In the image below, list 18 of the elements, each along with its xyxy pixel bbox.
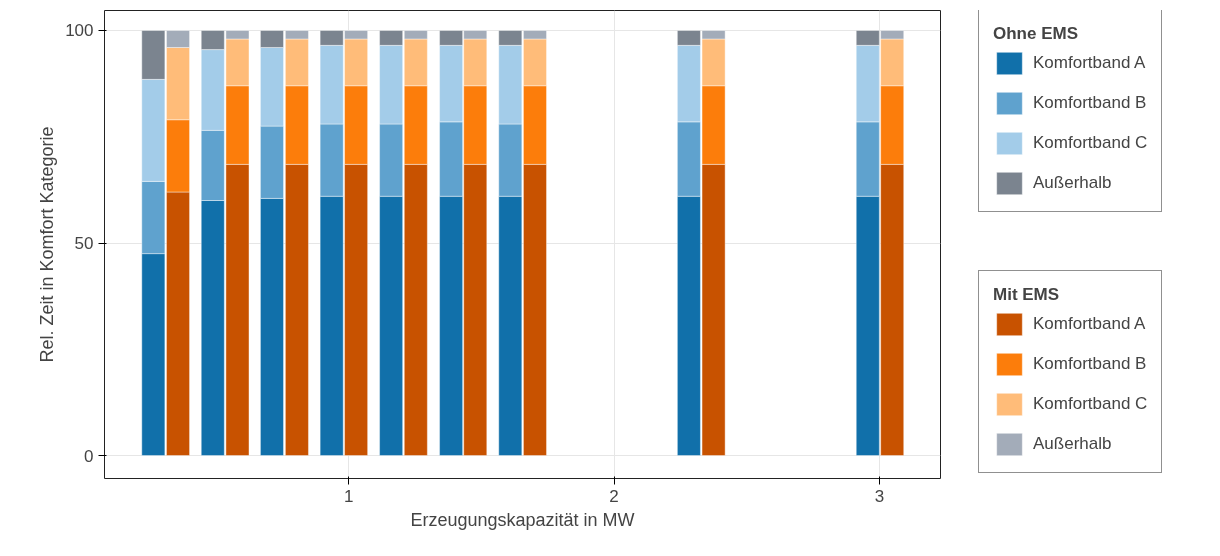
legend-label: Komfortband B <box>1033 354 1147 374</box>
legend-label: Komfortband C <box>1033 394 1148 414</box>
y-tick-label: 50 <box>74 234 94 254</box>
y-axis-title: Rel. Zeit in Komfort Kategorie <box>37 126 58 363</box>
legend-label: Komfortband A <box>1033 53 1146 73</box>
y-tick-label: 0 <box>84 446 94 466</box>
legend-label: Außerhalb <box>1033 434 1112 454</box>
text: Mit EMS <box>993 285 1060 304</box>
x-tick-label: 1 <box>343 486 354 506</box>
x-tick-label: 3 <box>874 486 885 506</box>
legend-label: Komfortband B <box>1033 93 1147 113</box>
y-tick-label: 100 <box>65 21 94 41</box>
legend-label: Außerhalb <box>1033 173 1112 193</box>
legend-label: Komfortband C <box>1033 133 1148 153</box>
legend-label: Komfortband A <box>1033 314 1146 334</box>
x-tick-label: 2 <box>609 486 619 506</box>
text: Ohne EMS <box>993 24 1079 43</box>
x-axis-title: Erzeugungskapazität in MW <box>410 509 635 530</box>
